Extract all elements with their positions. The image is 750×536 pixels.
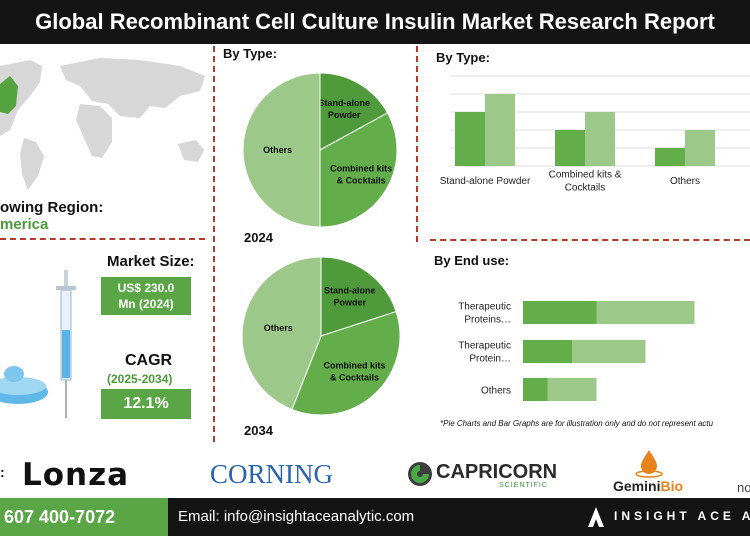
capricorn-mark-icon [408,462,432,486]
pie-slice-combined-kits-cocktails [319,112,398,228]
bar-chart-by-type: Stand-alone Powder Combined kits & Cocktai… [440,75,750,194]
hbar-others-s2 [547,378,597,401]
leading-region-value: merica [0,216,49,233]
pie-year-2024: 2024 [244,230,273,245]
partial-logo: no [737,480,750,495]
end-use-title: By End use: [434,253,510,268]
world-map [0,58,205,190]
lab-illustration [0,270,76,418]
hbar-therapeutic-proteins--s1 [523,301,597,324]
divider-mid [416,46,418,242]
bar-chart-by-end-use: Therapeutic Proteins… Therapeutic Protein… O… [458,301,695,401]
pie-label-others: Others [264,323,293,333]
hbar-therapeutic-proteins--s2 [596,301,695,324]
x-tick-label-2: Others [670,176,700,187]
pie-slice-others [241,256,322,411]
hbar-therapeutic-protein--s2 [572,340,646,363]
y-tick-label-0: Therapeutic Proteins… [458,302,511,326]
disclaimer-note: *Pie Charts and Bar Graphs are for illus… [440,419,714,428]
bio-part: Bio [660,478,684,494]
leading-region-label: owing Region: [0,199,104,216]
cagr-value: 12.1% [101,389,191,419]
geminibio-name: GeminiBio [613,478,683,494]
bar-combined-kits-cocktails-s2 [585,112,615,166]
market-size-box: US$ 230.0 Mn (2024) [101,277,191,315]
pie-label-stand-alone-powder: Stand-alone Powder [319,98,371,120]
right-divider [430,239,750,241]
page-title: Global Recombinant Cell Culture Insulin … [0,0,750,44]
bar-stand-alone-powder-s2 [485,94,515,166]
pie-year-2034: 2034 [244,423,273,438]
footer-bar: 607 400-7072 Email: info@insightaceanaly… [0,498,750,536]
market-size-value: US$ 230.0 [117,281,175,295]
pie-slice-stand-alone-powder [319,72,389,151]
pie-slice-stand-alone-powder [320,256,397,337]
capricorn-sub: SCIENTIFIC [499,482,548,489]
bar-type-title: By Type: [436,50,490,65]
pie-slice-others [242,72,321,228]
lonza-logo: Lonza [22,457,130,493]
divider-left [213,46,215,442]
y-tick-label-2: Others [481,386,511,397]
bar-combined-kits-cocktails-s1 [555,130,585,166]
x-tick-label-0: Stand-alone Powder [440,176,531,187]
capricorn-name: CAPRICORN [436,461,558,483]
bar-others-s2 [685,130,715,166]
phone-number[interactable]: 607 400-7072 [0,498,168,536]
email-link[interactable]: Email: info@insightaceanalytic.com [178,508,415,525]
insightace-logo-icon [588,507,604,527]
left-divider [0,238,205,240]
market-size-label: Market Size: [107,253,195,270]
drop-icon [635,450,663,478]
gemini-part: Gemini [613,478,661,494]
pie-label-combined-kits-cocktails: Combined kits & Cocktails [324,361,386,383]
cagr-label: CAGR [125,352,173,369]
hbar-therapeutic-protein--s1 [523,340,572,363]
geminibio-logo: GeminiBio [610,448,700,498]
y-tick-label-1: Therapeutic Protein… [458,341,511,365]
company-logos: : Lonza CORNING CAPRICORN SCIENTIFIC Gem… [0,448,750,498]
bar-others-s1 [655,148,685,166]
pie-label-combined-kits-cocktails: Combined kits & Cocktails [330,163,392,185]
pie-label-others: Others [263,145,292,155]
bar-stand-alone-powder-s1 [455,112,485,166]
pie-chart-2024: Stand-alone Powder Combined kits & Cocktail… [242,72,398,228]
brand-name: INSIGHT ACE A [614,509,750,523]
pie-chart-2034: Stand-alone Powder Combined kits & Cocktail… [241,256,401,416]
x-tick-label-1: Combined kits & Cocktails [549,170,622,194]
market-size-year: Mn (2024) [118,297,174,311]
pie-slice-combined-kits-cocktails [291,310,401,416]
logos-prefix: : [0,464,5,480]
pie-label-stand-alone-powder: Stand-alone Powder [324,285,376,307]
hbar-others-s1 [523,378,548,401]
corning-logo: CORNING [210,459,334,489]
cagr-period: (2025-2034) [107,372,173,386]
pie-section-title: By Type: [223,46,277,61]
